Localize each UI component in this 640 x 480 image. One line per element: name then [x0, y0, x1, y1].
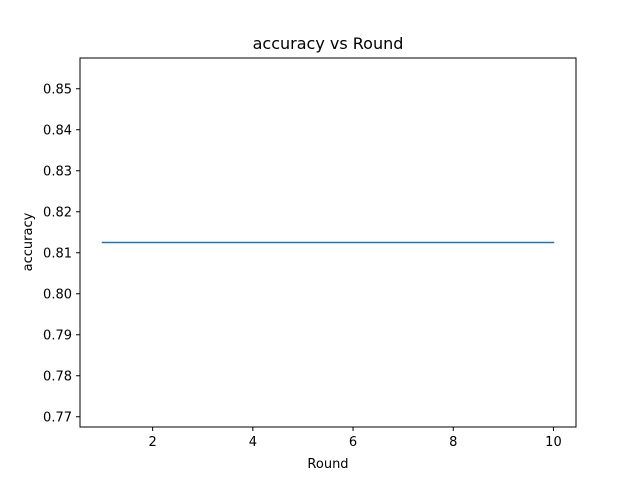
x-tick-label: 8 — [449, 435, 457, 450]
y-tick-label: 0.83 — [43, 164, 72, 179]
y-axis-ticks: 0.77 0.78 0.79 0.80 0.81 0.82 0.83 0.84 0.85 — [43, 82, 80, 425]
y-tick-label: 0.77 — [43, 410, 72, 425]
y-tick-label: 0.82 — [43, 205, 72, 220]
y-tick-label: 0.78 — [43, 369, 72, 384]
axes-frame — [79, 57, 577, 428]
x-tick-label: 2 — [149, 435, 157, 450]
x-axis-ticks: 2 4 6 8 10 — [149, 427, 562, 450]
chart-title: accuracy vs Round — [253, 34, 404, 53]
y-tick-label: 0.85 — [43, 82, 72, 97]
y-tick-label: 0.79 — [43, 328, 72, 343]
y-axis-label: accuracy — [21, 212, 36, 271]
x-axis-label: Round — [307, 457, 348, 472]
x-tick-label: 4 — [249, 435, 257, 450]
y-tick-label: 0.81 — [43, 246, 72, 261]
y-tick-label: 0.80 — [43, 287, 72, 302]
x-tick-label: 10 — [545, 435, 562, 450]
x-tick-label: 6 — [349, 435, 357, 450]
y-tick-label: 0.84 — [43, 123, 72, 138]
